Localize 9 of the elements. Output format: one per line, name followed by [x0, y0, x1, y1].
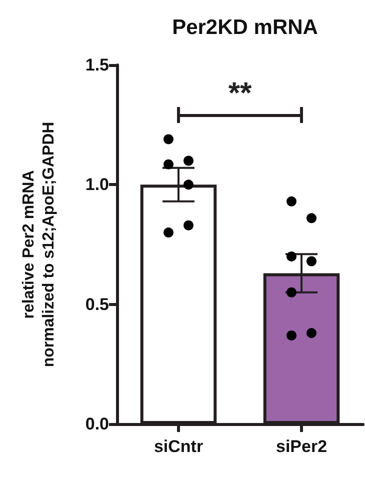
y-tick-label: 1.5: [85, 56, 109, 74]
y-tick-label: 0.0: [85, 414, 109, 434]
y-tick-label: 1.0: [85, 175, 109, 194]
y-tick-label: 0.5: [85, 294, 109, 314]
annotation: **: [227, 77, 253, 110]
x-tick-label: siPer2: [276, 437, 328, 456]
x-tick-label: siCntr: [154, 437, 204, 456]
y-axis-title: relative Per2 mRNA normalized to s12;ApoE;GAPDH: [20, 122, 58, 368]
chart-title: Per2KD mRNA: [172, 16, 318, 39]
